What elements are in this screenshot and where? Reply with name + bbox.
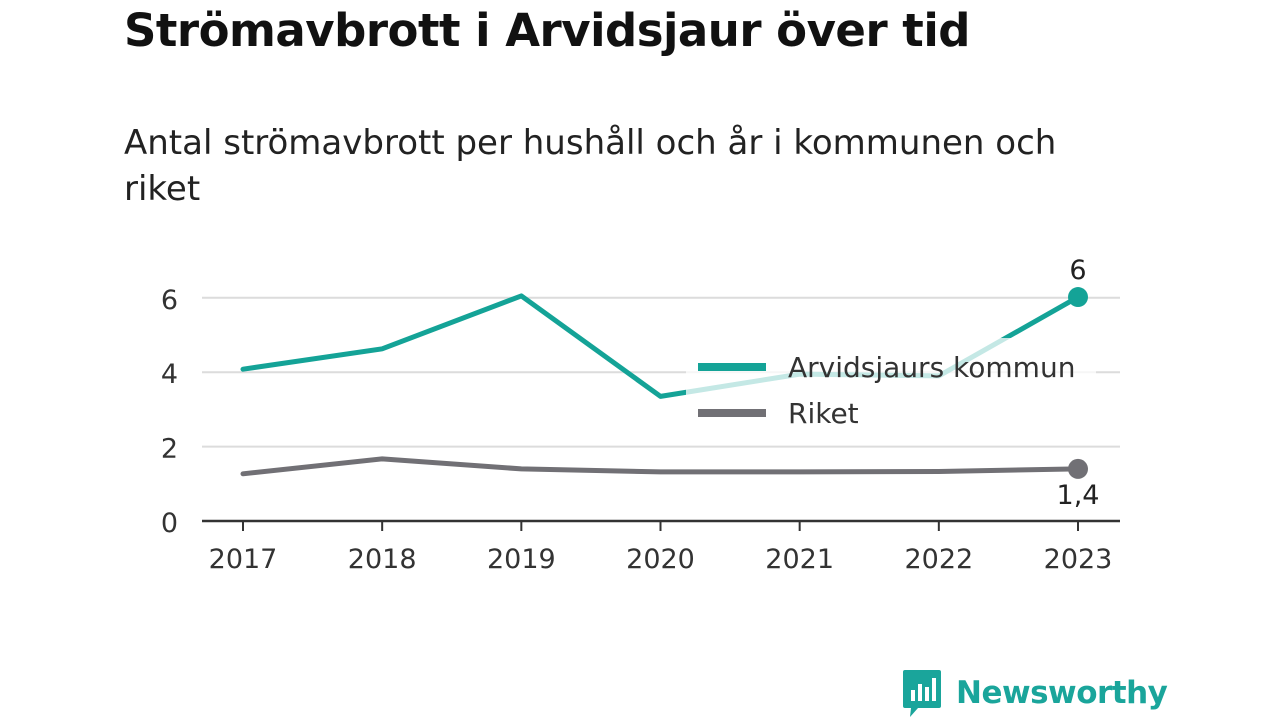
y-tick-label: 0 bbox=[161, 508, 178, 539]
data-point bbox=[241, 367, 246, 372]
end-value-label: 1,4 bbox=[1057, 480, 1100, 511]
legend: Arvidsjaurs kommun Riket bbox=[686, 338, 1096, 436]
data-point bbox=[519, 293, 524, 298]
x-tick-label: 2018 bbox=[348, 544, 417, 575]
end-marker bbox=[1068, 458, 1088, 479]
x-tick-label: 2023 bbox=[1044, 544, 1113, 575]
legend-background bbox=[686, 338, 1096, 436]
newsworthy-logo: Newsworthy bbox=[902, 668, 1168, 718]
data-point bbox=[936, 469, 941, 474]
data-point bbox=[380, 456, 385, 461]
data-point bbox=[241, 471, 246, 476]
series-line bbox=[240, 456, 1081, 477]
x-tick-label: 2021 bbox=[765, 544, 834, 575]
end-labels: 61,4 bbox=[1057, 255, 1100, 511]
end-value-label: 6 bbox=[1069, 255, 1086, 286]
x-tick-label: 2020 bbox=[626, 544, 695, 575]
data-point bbox=[380, 346, 385, 351]
data-point bbox=[797, 469, 802, 474]
y-tick-label: 2 bbox=[161, 434, 178, 465]
data-point bbox=[658, 469, 663, 474]
x-tick-label: 2017 bbox=[209, 544, 278, 575]
y-axis-ticks: 0 2 4 6 bbox=[161, 285, 178, 539]
x-tick-label: 2022 bbox=[904, 544, 973, 575]
brand-name: Newsworthy bbox=[956, 675, 1168, 711]
chart-title: Strömavbrott i Arvidsjaur över tid bbox=[124, 4, 970, 57]
data-point bbox=[519, 466, 524, 471]
y-tick-label: 4 bbox=[161, 359, 178, 390]
end-marker bbox=[1068, 287, 1088, 308]
data-point bbox=[658, 394, 663, 399]
x-tick-label: 2019 bbox=[487, 544, 556, 575]
legend-label: Riket bbox=[788, 397, 859, 430]
chart-subtitle: Antal strömavbrott per hushåll och år i … bbox=[124, 123, 1057, 209]
legend-label: Arvidsjaurs kommun bbox=[788, 351, 1075, 384]
y-tick-label: 6 bbox=[161, 285, 178, 316]
bar-chart-speech-bubble-icon bbox=[903, 670, 941, 717]
x-axis-ticks: 2017 2018 2019 2020 2021 2022 2023 bbox=[202, 519, 1120, 575]
